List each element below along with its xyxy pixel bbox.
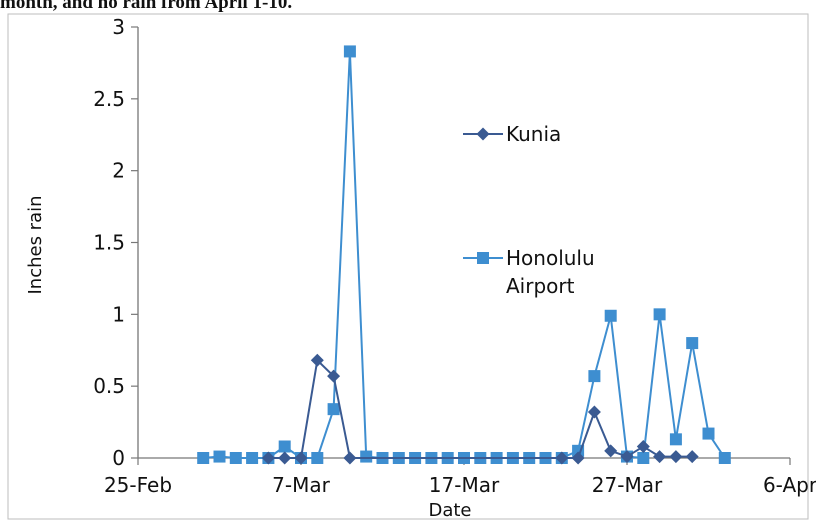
y-axis-title: Inches rain — [25, 195, 46, 294]
data-point — [620, 450, 634, 464]
axes: 0 0.5 1 1.5 2 2.5 3 25-Feb 7-Mar 17-Mar 27-Mar 6-Ap… — [93, 15, 816, 497]
data-point — [246, 452, 259, 464]
series-kunia — [261, 353, 699, 465]
data-point — [555, 451, 569, 465]
data-point — [669, 433, 682, 446]
legend-entry: Kunia — [463, 122, 561, 146]
data-point — [310, 353, 324, 367]
series-line — [203, 51, 726, 460]
x-axis-title: Date — [428, 500, 471, 520]
data-point — [343, 451, 357, 465]
data-point — [197, 452, 210, 464]
legend-marker — [476, 127, 490, 141]
legend-label: Airport — [506, 274, 575, 298]
y-tick-label: 0 — [112, 446, 125, 470]
x-tick-label: 27-Mar — [592, 473, 663, 497]
data-point — [636, 440, 650, 454]
data-point — [604, 444, 618, 458]
data-point — [686, 337, 699, 350]
data-point — [685, 450, 699, 464]
legend-label: Kunia — [506, 122, 561, 146]
data-point — [588, 370, 601, 383]
x-tick-label: 25-Feb — [104, 473, 172, 497]
data-point — [702, 427, 715, 440]
data-point — [327, 403, 340, 416]
y-tick-label: 2.5 — [93, 87, 125, 111]
data-point — [637, 452, 650, 464]
data-point — [343, 45, 356, 58]
data-point — [571, 451, 585, 465]
legend: Kunia Honolulu Airport — [463, 122, 595, 298]
y-tick-label: 2 — [112, 159, 125, 183]
data-point — [261, 451, 275, 465]
legend-label: Honolulu — [506, 246, 595, 270]
y-tick-label: 0.5 — [93, 374, 125, 398]
data-point — [278, 451, 292, 465]
data-point — [327, 369, 341, 383]
data-point — [653, 308, 666, 321]
data-point — [311, 452, 324, 464]
y-tick-label: 1 — [112, 302, 125, 326]
data-point — [604, 309, 617, 322]
data-point — [587, 405, 601, 419]
y-tick-label: 3 — [112, 15, 125, 39]
x-tick-label: 7-Mar — [272, 473, 330, 497]
series-honolulu-airport — [197, 45, 731, 464]
series-layer — [197, 45, 731, 465]
x-tick-label: 17-Mar — [429, 473, 500, 497]
y-tick-label: 1.5 — [93, 231, 125, 255]
legend-entry: Honolulu Airport — [463, 246, 595, 298]
data-point — [294, 451, 308, 465]
data-point — [213, 450, 226, 463]
legend-marker — [477, 252, 489, 264]
data-point — [669, 450, 683, 464]
caption-fragment: month, and no rain from April 1-10. — [0, 0, 293, 13]
data-point — [229, 452, 242, 464]
data-point — [278, 440, 291, 453]
plot-frame — [7, 13, 809, 520]
data-point — [653, 450, 667, 464]
x-tick-label: 6-Apr — [763, 473, 816, 497]
data-point — [718, 452, 731, 464]
data-point — [360, 450, 373, 463]
